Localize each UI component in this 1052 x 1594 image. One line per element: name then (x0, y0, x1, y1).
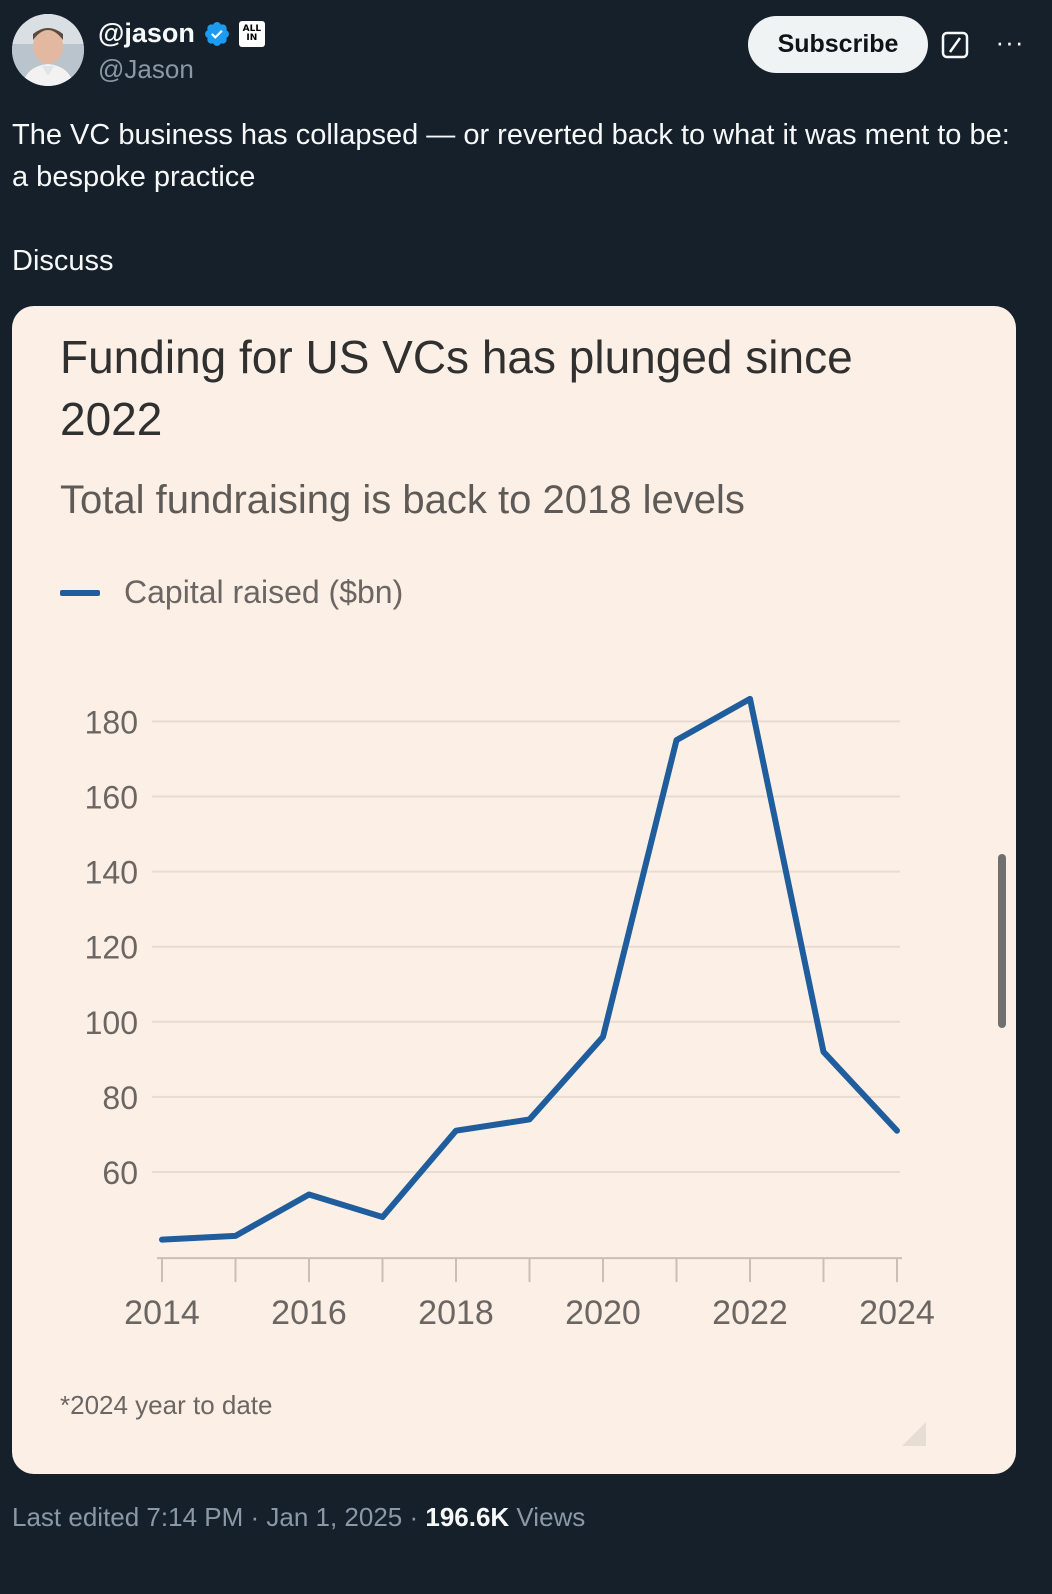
resize-handle-icon[interactable] (898, 1418, 928, 1448)
x-tick-label: 2020 (565, 1294, 641, 1332)
y-tick-label: 140 (85, 855, 138, 891)
views-label: Views (509, 1502, 586, 1532)
edited-timestamp[interactable]: Last edited 7:14 PM · Jan 1, 2025 · (12, 1502, 426, 1532)
grok-icon[interactable] (940, 30, 970, 60)
x-tick-label: 2024 (859, 1294, 935, 1332)
legend-swatch (60, 589, 100, 596)
y-tick-label: 60 (102, 1155, 138, 1191)
user-handle[interactable]: @Jason (98, 54, 194, 84)
avatar[interactable] (12, 14, 84, 86)
y-tick-label: 100 (85, 1005, 138, 1041)
media-image-card[interactable]: Funding for US VCs has plunged since 202… (12, 306, 1016, 1474)
x-tick-label: 2014 (124, 1294, 200, 1332)
name-row: @jason ALL IN (98, 18, 265, 49)
chart-title: Funding for US VCs has plunged since 202… (60, 331, 853, 445)
y-tick-label: 120 (85, 930, 138, 966)
x-tick-label: 2016 (271, 1294, 347, 1332)
avatar-image (12, 14, 84, 86)
tweet-meta: Last edited 7:14 PM · Jan 1, 2025 · 196.… (12, 1502, 585, 1533)
x-tick-label: 2018 (418, 1294, 494, 1332)
y-tick-label: 180 (85, 704, 138, 740)
more-icon[interactable]: ··· (995, 27, 1025, 57)
subscribe-button[interactable]: Subscribe (748, 16, 928, 73)
legend-label: Capital raised ($bn) (124, 574, 404, 610)
affiliate-badge[interactable]: ALL IN (238, 20, 265, 47)
affiliate-badge-text: ALL IN (242, 23, 262, 43)
verified-badge-icon[interactable] (203, 20, 231, 48)
line-chart: 180 160 140 120 100 80 60 2014 2016 2018 2020 2022 2… (85, 695, 935, 1332)
tweet-text: The VC business has collapsed — or rever… (12, 114, 1022, 282)
y-tick-label: 80 (102, 1080, 138, 1116)
x-tick-label: 2022 (712, 1294, 788, 1332)
views-count: 196.6K (425, 1502, 510, 1532)
scrollbar-thumb[interactable] (998, 854, 1006, 1028)
chart-subtitle: Total fundraising is back to 2018 levels (60, 478, 745, 522)
display-name[interactable]: @jason (98, 18, 195, 48)
tweet-header: @jason ALL IN @Jason Subscribe ··· (12, 14, 1040, 86)
tweet-text-line: The VC business has collapsed — or rever… (12, 119, 1010, 193)
y-tick-label: 160 (85, 780, 138, 816)
series-line (159, 695, 900, 1243)
tweet-text-line: Discuss (12, 245, 114, 277)
chart-legend: Capital raised ($bn) (60, 574, 403, 611)
chart-footnote: *2024 year to date (60, 1390, 273, 1420)
